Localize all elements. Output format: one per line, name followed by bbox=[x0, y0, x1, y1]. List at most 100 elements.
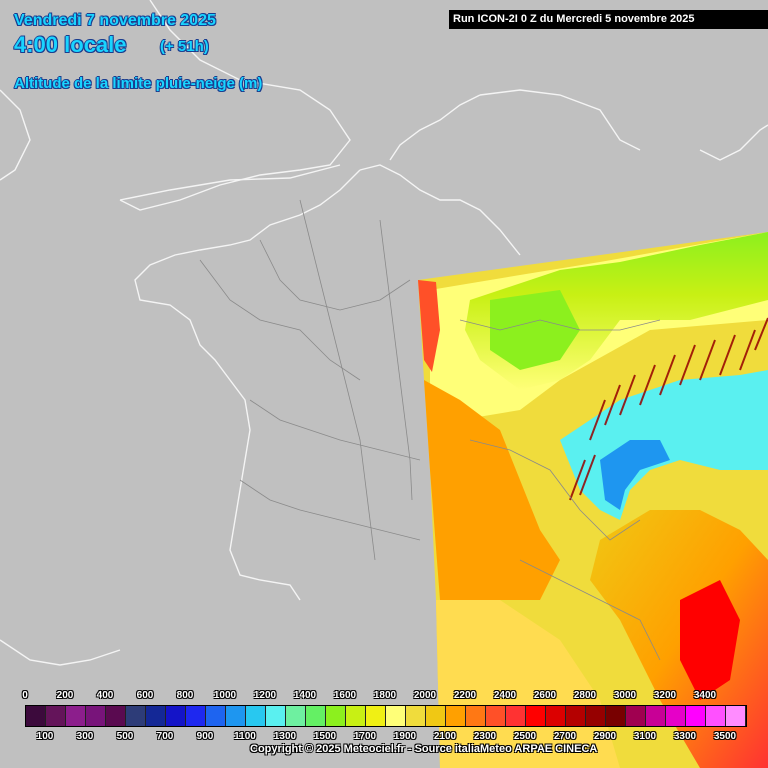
legend-swatch bbox=[246, 706, 266, 726]
legend-swatch bbox=[206, 706, 226, 726]
legend-tick-label: 2100 bbox=[433, 731, 457, 742]
legend-swatch bbox=[686, 706, 706, 726]
border-line bbox=[469, 439, 641, 541]
legend-swatch bbox=[546, 706, 566, 726]
legend-swatch bbox=[706, 706, 726, 726]
coastlines bbox=[0, 0, 768, 666]
belgium-border bbox=[359, 164, 521, 256]
legend-swatch bbox=[486, 706, 506, 726]
legend-swatch bbox=[306, 706, 326, 726]
hatch-line bbox=[679, 344, 696, 386]
domain-orange-west bbox=[424, 380, 560, 600]
hatch-line bbox=[579, 454, 596, 496]
domain-green-core bbox=[490, 290, 580, 370]
legend-swatch bbox=[86, 706, 106, 726]
legend-tick-label: 1500 bbox=[313, 731, 337, 742]
legend-swatch bbox=[606, 706, 626, 726]
legend-tick-label: 1900 bbox=[393, 731, 417, 742]
iberia-coast bbox=[0, 639, 121, 666]
legend-tick-label: 2000 bbox=[413, 690, 437, 701]
parameter-title: Altitude de la limite pluie-neige (m) bbox=[14, 75, 263, 92]
domain-red-west-edge bbox=[418, 280, 440, 372]
border-line bbox=[459, 319, 661, 331]
legend-tick-label: 3300 bbox=[673, 731, 697, 742]
legend-tick-label: 3500 bbox=[713, 731, 737, 742]
legend-swatch bbox=[666, 706, 686, 726]
run-info-banner: Run ICON-2I 0 Z du Mercredi 5 novembre 2… bbox=[449, 10, 768, 29]
border-line bbox=[519, 559, 661, 661]
legend-tick-label: 200 bbox=[56, 690, 74, 701]
legend-swatch bbox=[286, 706, 306, 726]
legend-swatch bbox=[426, 706, 446, 726]
legend-swatch bbox=[326, 706, 346, 726]
legend-swatch bbox=[646, 706, 666, 726]
legend-swatch bbox=[186, 706, 206, 726]
legend-tick-label: 700 bbox=[156, 731, 174, 742]
netherlands-coast bbox=[389, 94, 481, 161]
forecast-time: 4:00 locale bbox=[14, 32, 127, 57]
hatch-line bbox=[604, 384, 621, 426]
copyright-notice: Copyright © 2025 Meteociel.fr - Source i… bbox=[250, 743, 598, 755]
legend-tick-label: 2500 bbox=[513, 731, 537, 742]
border-line bbox=[239, 479, 421, 541]
legend-tick-label: 2900 bbox=[593, 731, 617, 742]
north-sea-coast bbox=[479, 89, 641, 151]
hatch-line bbox=[754, 317, 768, 351]
legend-tick-label: 600 bbox=[136, 690, 154, 701]
border-line bbox=[299, 199, 376, 561]
hatch-line bbox=[719, 334, 736, 376]
legend-swatch bbox=[726, 706, 746, 726]
baltic-coast bbox=[699, 124, 768, 161]
legend-tick-label: 2400 bbox=[493, 690, 517, 701]
legend-tick-label: 3400 bbox=[693, 690, 717, 701]
legend-tick-label: 3000 bbox=[613, 690, 637, 701]
hatch-line bbox=[639, 364, 656, 406]
legend-tick-label: 3100 bbox=[633, 731, 657, 742]
legend-swatch bbox=[46, 706, 66, 726]
domain-red-islands bbox=[680, 580, 740, 700]
legend-swatch bbox=[66, 706, 86, 726]
ireland-edge bbox=[0, 89, 31, 181]
legend-tick-label: 900 bbox=[196, 731, 214, 742]
legend-swatch bbox=[226, 706, 246, 726]
hatch-line bbox=[619, 374, 636, 416]
domain-blue-ring bbox=[600, 440, 670, 510]
legend-tick-label: 2700 bbox=[553, 731, 577, 742]
border-line bbox=[259, 239, 411, 311]
legend-swatch bbox=[146, 706, 166, 726]
legend-swatch bbox=[506, 706, 526, 726]
border-line bbox=[249, 399, 421, 461]
domain-red-southeast bbox=[590, 510, 768, 768]
legend-tick-label: 300 bbox=[76, 731, 94, 742]
legend-swatch bbox=[126, 706, 146, 726]
legend-swatch bbox=[106, 706, 126, 726]
legend-swatch bbox=[586, 706, 606, 726]
legend-tick-label: 1800 bbox=[373, 690, 397, 701]
legend-tick-label: 2600 bbox=[533, 690, 557, 701]
hatch-line bbox=[659, 354, 676, 396]
legend-tick-label: 800 bbox=[176, 690, 194, 701]
legend-tick-label: 100 bbox=[36, 731, 54, 742]
legend-swatch bbox=[406, 706, 426, 726]
legend-tick-label: 3200 bbox=[653, 690, 677, 701]
legend-tick-label: 500 bbox=[116, 731, 134, 742]
legend-tick-label: 1000 bbox=[213, 690, 237, 701]
legend-tick-label: 2300 bbox=[473, 731, 497, 742]
legend-swatch bbox=[566, 706, 586, 726]
legend-swatch bbox=[386, 706, 406, 726]
uk-coast bbox=[119, 0, 351, 211]
region-borders bbox=[199, 199, 661, 661]
legend-tick-label: 1200 bbox=[253, 690, 277, 701]
legend-tick-label: 400 bbox=[96, 690, 114, 701]
legend-tick-label: 1400 bbox=[293, 690, 317, 701]
legend-swatches bbox=[25, 705, 747, 727]
legend-tick-label: 2200 bbox=[453, 690, 477, 701]
legend-swatch bbox=[446, 706, 466, 726]
hatch-line bbox=[739, 329, 756, 371]
hatch-line bbox=[699, 339, 716, 381]
domain-alps-hatching bbox=[569, 317, 768, 501]
legend-swatch bbox=[166, 706, 186, 726]
legend-tick-label: 1600 bbox=[333, 690, 357, 701]
legend-swatch bbox=[466, 706, 486, 726]
